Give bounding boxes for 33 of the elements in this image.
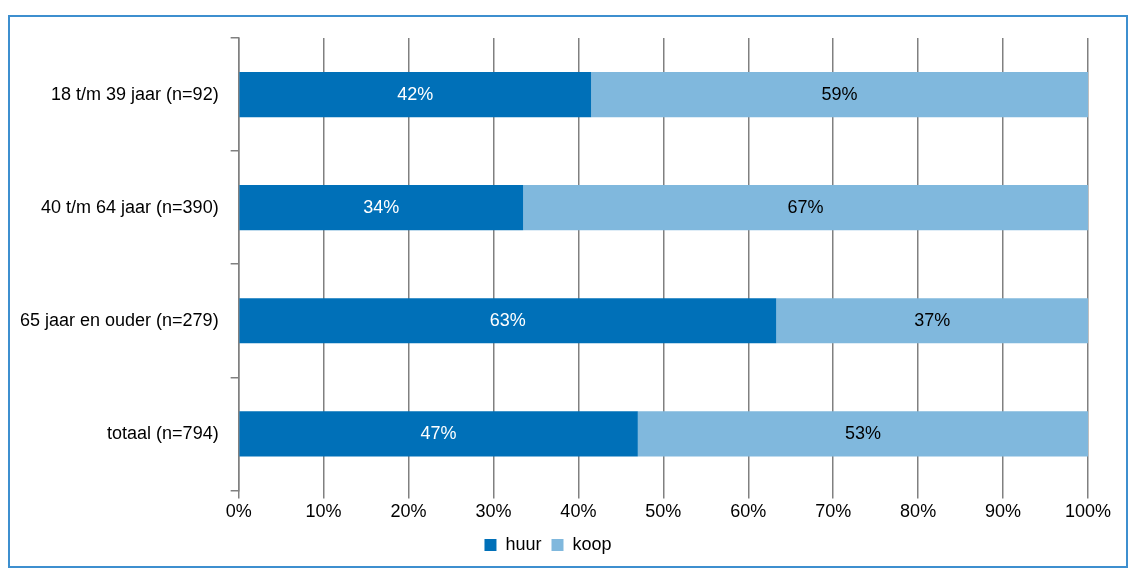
x-tick-label: 80%	[900, 501, 937, 522]
legend-label: koop	[572, 533, 612, 554]
bar	[523, 185, 1088, 231]
legend-label: huur	[505, 533, 542, 554]
x-tick-label: 30%	[475, 501, 512, 522]
y-tick-label: totaal (n=794)	[107, 422, 219, 443]
data-label: 34%	[363, 196, 400, 217]
bar	[239, 71, 592, 118]
bar	[239, 298, 777, 344]
x-tick-label: 0%	[225, 501, 252, 522]
bar	[776, 298, 1088, 344]
x-tick-label: 60%	[730, 501, 767, 522]
data-label: 42%	[397, 83, 434, 104]
data-label: 53%	[844, 422, 881, 443]
bar	[239, 411, 638, 457]
x-tick-label: 10%	[305, 501, 342, 522]
data-label: 47%	[420, 422, 457, 443]
x-tick-label: 20%	[390, 501, 427, 522]
x-tick-label: 90%	[985, 501, 1022, 522]
x-tick-label: 70%	[815, 501, 852, 522]
data-label: 67%	[787, 196, 824, 217]
y-tick-label: 18 t/m 39 jaar (n=92)	[51, 83, 219, 104]
y-tick-label: 40 t/m 64 jaar (n=390)	[41, 196, 219, 217]
bar	[239, 185, 524, 231]
data-label: 59%	[821, 83, 858, 104]
x-tick-label: 40%	[560, 501, 597, 522]
data-label: 63%	[489, 309, 526, 330]
y-tick-label: 65 jaar en ouder (n=279)	[19, 309, 219, 330]
x-tick-label: 50%	[645, 501, 682, 522]
data-label: 37%	[914, 309, 951, 330]
bar	[591, 71, 1088, 118]
bar	[637, 411, 1088, 457]
x-tick-label: 100%	[1064, 501, 1112, 522]
